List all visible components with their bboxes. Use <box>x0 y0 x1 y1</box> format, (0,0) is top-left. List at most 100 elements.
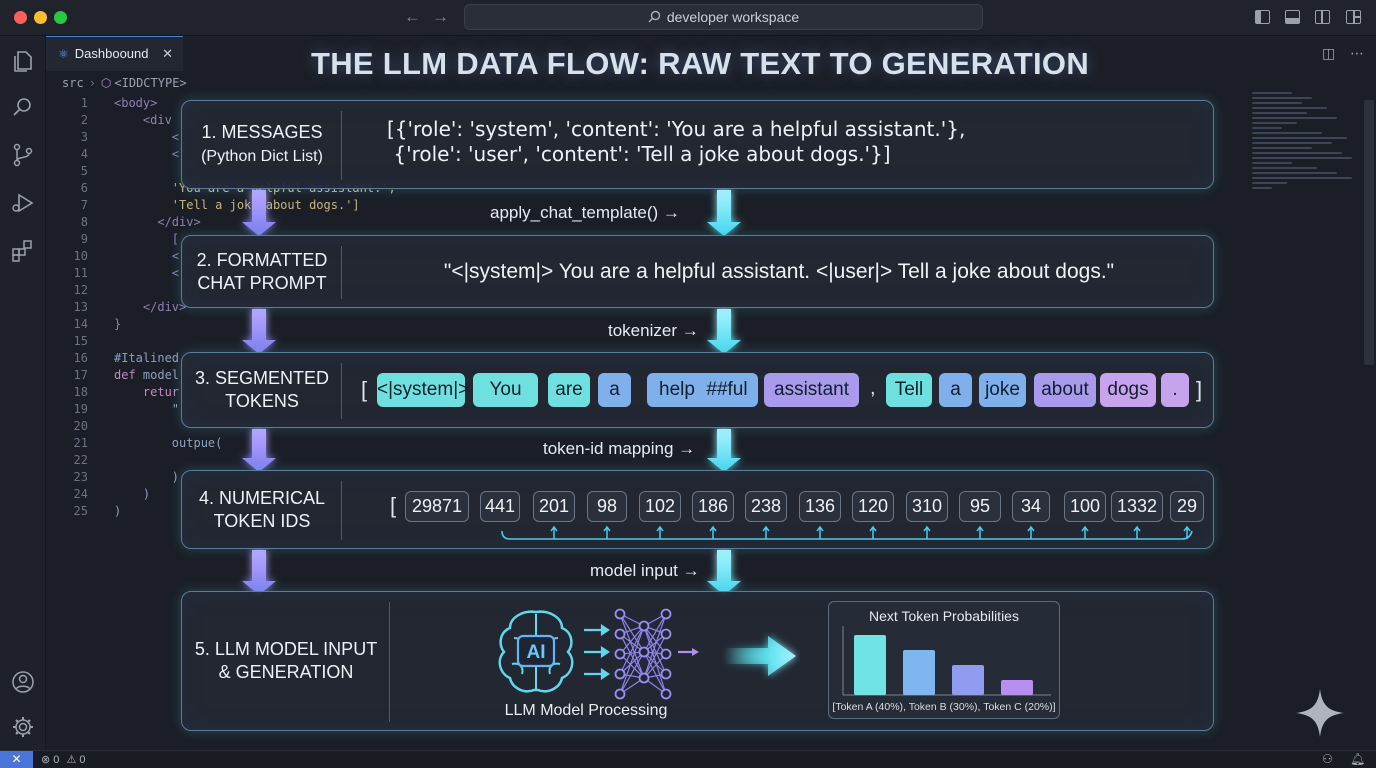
settings-gear-icon[interactable] <box>10 714 36 740</box>
messages-line-1: [{'role': 'system', 'content': 'You are … <box>387 117 966 141</box>
id-link-arrow <box>603 525 611 539</box>
network-edge <box>643 651 667 695</box>
search-icon[interactable] <box>10 94 36 120</box>
infographic-title: THE LLM DATA FLOW: RAW TEXT TO GENERATIO… <box>310 46 1090 81</box>
network-node <box>660 688 672 700</box>
line-number: 16 <box>73 351 88 365</box>
flow-arrow-violet <box>242 429 276 472</box>
line-number: 22 <box>73 453 88 467</box>
line-number: 8 <box>80 215 88 229</box>
id-link-baseline <box>501 530 1193 540</box>
network-edge <box>619 625 645 675</box>
forward-arrow-icon[interactable]: → <box>432 7 449 26</box>
stage-divider <box>341 111 342 180</box>
flow-arrow-cyan <box>707 550 741 595</box>
stage-subtitle: TOKEN IDS <box>213 510 311 531</box>
more-actions-icon[interactable]: ⋯ <box>1350 45 1364 61</box>
token-id-box: 1332 <box>1111 491 1163 522</box>
breadcrumb: src › ⬡ <IDDCTYPE> <box>62 76 187 90</box>
split-editor-icon[interactable]: ◫ <box>1322 45 1336 61</box>
command-center-search[interactable]: developer workspace <box>464 4 983 30</box>
network-node <box>614 688 626 700</box>
status-bar: ✕ ⊗ 0 ⚠ 0 ⚇ 🔔︎ <box>0 750 1376 768</box>
network-edge <box>619 625 645 655</box>
probability-bar <box>1001 680 1033 695</box>
id-link-arrow <box>1081 525 1089 539</box>
network-node <box>660 628 672 640</box>
probabilities-title: Next Token Probabilities <box>869 608 1019 624</box>
stage-subtitle: & GENERATION <box>218 662 354 682</box>
network-node <box>614 648 626 660</box>
next-token-probabilities-panel: Next Token Probabilities [Token A (40%),… <box>828 601 1060 719</box>
id-link-arrow <box>976 525 984 539</box>
token-id-box: 441 <box>480 491 520 522</box>
notifications-bell-icon[interactable]: 🔔︎ <box>1350 752 1366 766</box>
line-number: 17 <box>73 368 88 382</box>
network-node <box>660 648 672 660</box>
token-id-box: 34 <box>1012 491 1050 522</box>
toggle-secondary-sidebar-icon[interactable] <box>1315 10 1330 24</box>
minimize-window-button[interactable] <box>34 11 47 24</box>
line-number: 14 <box>73 317 88 331</box>
probability-bar <box>952 665 984 695</box>
account-icon[interactable] <box>10 669 36 695</box>
extensions-icon[interactable] <box>10 238 36 264</box>
tab-dashboard[interactable]: ⚛ Dashboound ✕ <box>46 36 183 71</box>
breadcrumb-item[interactable]: <IDDCTYPE> <box>114 76 187 90</box>
line-number: 13 <box>73 300 88 314</box>
close-tab-icon[interactable]: ✕ <box>162 46 173 61</box>
token-chip: . <box>1161 373 1189 407</box>
minimap[interactable] <box>1252 92 1362 212</box>
source-control-icon[interactable] <box>10 142 36 168</box>
bracket-open: [ <box>390 493 397 518</box>
token-id-box: 29871 <box>405 491 469 522</box>
line-number: 6 <box>80 181 88 195</box>
close-window-button[interactable] <box>14 11 27 24</box>
problems-indicator[interactable]: ⊗ 0 ⚠ 0 <box>41 753 86 766</box>
network-edge <box>643 625 667 655</box>
breadcrumb-folder[interactable]: src <box>62 76 84 90</box>
id-link-arrow <box>656 525 664 539</box>
search-icon <box>648 5 661 29</box>
network-edge <box>619 613 645 679</box>
line-number: 4 <box>80 147 88 161</box>
remote-indicator-icon[interactable]: ✕ <box>0 751 33 768</box>
toggle-panel-icon[interactable] <box>1285 10 1300 24</box>
probability-bar <box>903 650 935 695</box>
token-chip: ##ful <box>696 373 758 407</box>
token-chip: <|system|> <box>377 373 469 407</box>
accounts-status-icon[interactable]: ⚇ <box>1322 752 1333 766</box>
line-number: 20 <box>73 419 88 433</box>
stage-divider <box>389 602 390 722</box>
line-number: 3 <box>80 130 88 144</box>
vertical-scrollbar[interactable] <box>1364 100 1374 365</box>
connector-label: token-id mapping → <box>543 439 696 458</box>
stage-segmented-tokens: 3. SEGMENTED TOKENS [ ] <|system|> You are a… <box>181 352 1214 428</box>
flow-arrow-violet <box>242 550 276 595</box>
token-chip: about <box>1034 373 1096 407</box>
explorer-icon[interactable] <box>10 48 36 74</box>
ai-chip-label: AI <box>527 642 546 663</box>
connector-label: apply_chat_template() → <box>490 203 680 222</box>
network-edge <box>619 651 645 675</box>
network-edge <box>643 625 667 675</box>
flow-arrow-violet <box>242 309 276 354</box>
token-chip: are <box>548 373 590 407</box>
run-debug-icon[interactable] <box>10 190 36 216</box>
line-number: 2 <box>80 113 88 127</box>
toggle-primary-sidebar-icon[interactable] <box>1255 10 1270 24</box>
id-link-arrow <box>762 525 770 539</box>
customize-layout-icon[interactable] <box>1346 10 1361 24</box>
warning-count: 0 <box>79 754 86 766</box>
token-id-box: 136 <box>799 491 841 522</box>
messages-line-2: {'role': 'user', 'content': 'Tell a joke… <box>387 142 891 166</box>
token-id-box: 100 <box>1064 491 1106 522</box>
stage-label: 4. NUMERICAL TOKEN IDS <box>182 471 342 548</box>
line-number: 18 <box>73 385 88 399</box>
line-number: 9 <box>80 232 88 246</box>
maximize-window-button[interactable] <box>54 11 67 24</box>
token-id-box: 98 <box>587 491 627 522</box>
back-arrow-icon[interactable]: ← <box>404 7 421 26</box>
network-edge <box>619 651 645 695</box>
output-arrow-icon <box>678 648 699 656</box>
